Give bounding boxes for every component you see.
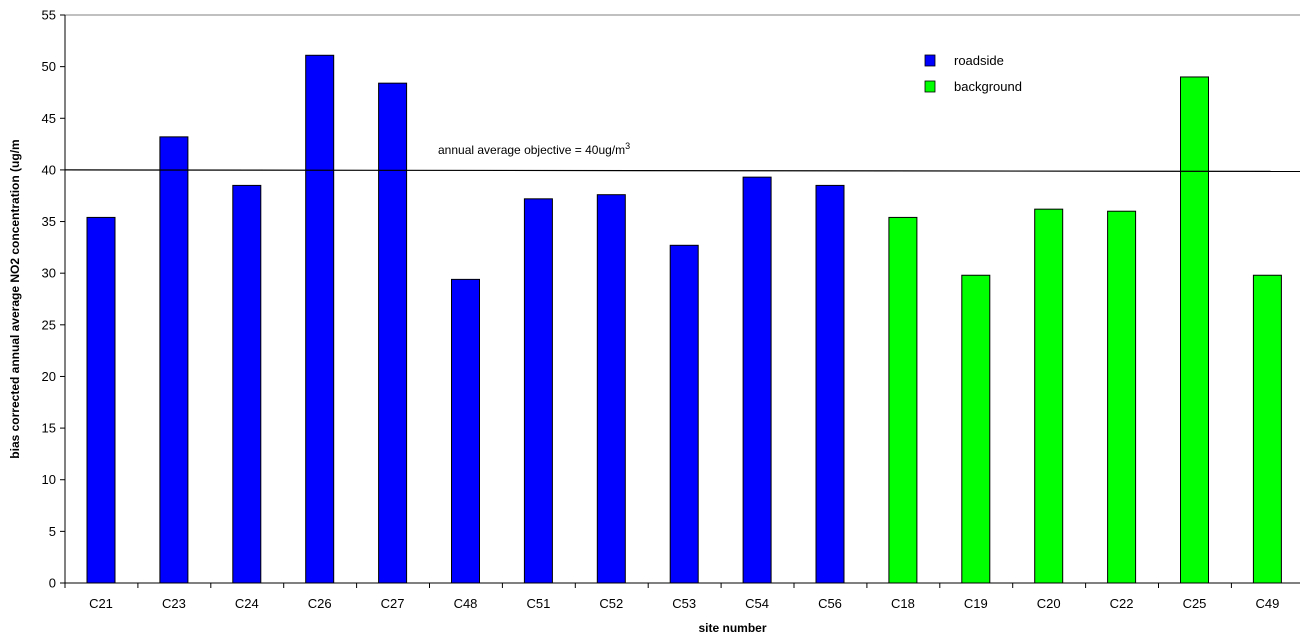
x-tick-label: C20 [1037,596,1061,611]
x-tick-label: C23 [162,596,186,611]
x-tick-label: C49 [1255,596,1279,611]
y-tick-label: 25 [42,317,56,332]
objective-reference: annual average objective = 40ug/m3 [64,141,1300,173]
legend-label-roadside: roadside [954,53,1004,68]
x-tick-label: C24 [235,596,259,611]
bar-C22 [1107,210,1137,584]
bar-C25 [1180,76,1209,584]
x-tick-label: C48 [454,596,478,611]
legend: roadside background [924,53,1022,94]
objective-label: annual average objective = 40ug/m3 [438,141,630,157]
bar-C51 [523,198,553,584]
x-tick-label: C53 [672,596,696,611]
bar-C20 [1034,208,1064,584]
bars-group [86,54,1282,584]
y-ticks: 0 5 10 15 20 25 30 35 40 45 50 55 [42,8,65,591]
bar-C48 [451,278,480,584]
legend-swatch-roadside [924,54,936,67]
y-tick-label: 40 [42,162,56,177]
x-tick-label: C54 [745,596,769,611]
y-tick-label: 50 [42,59,56,74]
x-tick-label: C19 [964,596,988,611]
y-tick-label: 35 [42,214,56,229]
y-tick-label: 10 [42,472,56,487]
bar-C53 [669,244,699,584]
bar-C26 [305,54,335,584]
y-tick-label: 45 [42,111,56,126]
x-tick-label: C56 [818,596,842,611]
bar-C49 [1252,274,1282,584]
x-tick-label: C18 [891,596,915,611]
x-tick-label: C26 [308,596,332,611]
bar-C23 [159,136,189,584]
bar-C24 [232,184,262,584]
y-tick-label: 30 [42,266,56,281]
x-tick-label: C52 [599,596,623,611]
x-tick-label: C27 [381,596,405,611]
bar-C56 [815,184,845,584]
x-tick-label: C21 [89,596,113,611]
y-tick-label: 20 [42,369,56,384]
objective-line [64,169,1300,173]
x-tick-label: C22 [1110,596,1134,611]
y-tick-label: 15 [42,421,56,436]
x-axis-title: site number [698,621,766,635]
y-tick-label: 0 [49,576,56,591]
y-tick-label: 5 [49,524,56,539]
bar-C21 [86,216,116,584]
x-tick-label: C51 [526,596,550,611]
axes [64,15,1300,584]
x-ticks: C21 C23 C24 C26 C27 C48 C51 C52 C53 C54 C56 C18 C19 C… [64,583,1279,611]
bar-C54 [742,176,772,584]
bar-C18 [888,216,918,584]
legend-label-background: background [954,79,1022,94]
bar-C52 [596,194,626,584]
legend-swatch-background [924,80,936,93]
y-tick-label: 55 [42,8,56,23]
bar-C19 [961,274,991,584]
x-tick-label: C25 [1183,596,1207,611]
bar-C27 [378,82,408,584]
y-axis-title: bias corrected annual average NO2 concen… [8,139,22,458]
